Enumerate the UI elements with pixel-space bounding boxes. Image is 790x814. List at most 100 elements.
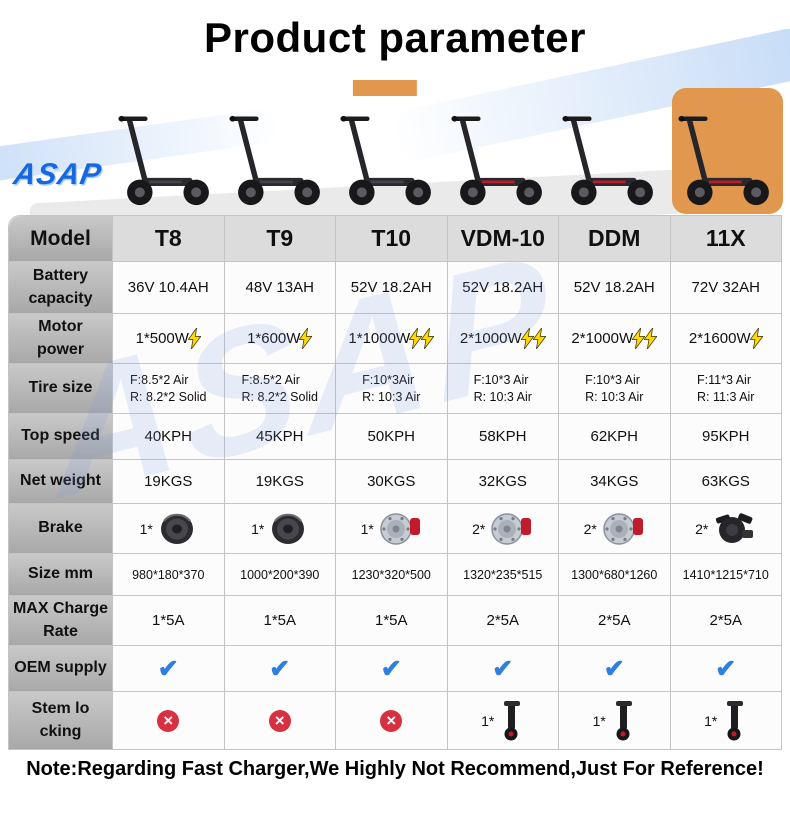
motor-power-value: 1*600W bbox=[247, 330, 301, 347]
check-icon: ✔ bbox=[603, 654, 625, 683]
row-label: MAX Charge Rate bbox=[9, 596, 113, 646]
spec-text-cell: 45KPH bbox=[224, 414, 336, 460]
spec-text-cell: 1000*200*390 bbox=[224, 554, 336, 596]
row-label-line: Rate bbox=[43, 622, 78, 640]
spec-text-cell: 40KPH bbox=[113, 414, 225, 460]
model-name-vdm-10: VDM-10 bbox=[447, 216, 559, 262]
product-image-vdm-10 bbox=[445, 74, 556, 214]
spec-stem-cell: × bbox=[336, 692, 448, 750]
count-prefix: 1* bbox=[704, 712, 718, 729]
lightning-bolt-icon bbox=[409, 328, 423, 349]
spec-text-cell: 2*5A bbox=[670, 596, 782, 646]
spec-brake-cell: 1* bbox=[113, 504, 225, 554]
row-label-line: cking bbox=[39, 722, 82, 740]
orange-highlight bbox=[352, 80, 417, 96]
motor-power-value: 2*1000W bbox=[571, 330, 634, 347]
spec-text-cell: 34KGS bbox=[559, 460, 671, 504]
drum-brake-icon bbox=[272, 513, 305, 544]
spec-check-cell: ✔ bbox=[447, 646, 559, 692]
spec-text-cell: 48V 13AH bbox=[224, 262, 336, 314]
row-label: OEM supply bbox=[9, 646, 113, 692]
spec-text-cell: 1*5A bbox=[336, 596, 448, 646]
row-label: Top speed bbox=[9, 414, 113, 460]
model-name-ddm: DDM bbox=[559, 216, 671, 262]
spec-lines-cell: F:8.5*2 Air R: 8.2*2 Solid bbox=[113, 364, 225, 414]
spec-text-cell: 1230*320*500 bbox=[336, 554, 448, 596]
count-prefix: 1* bbox=[139, 520, 153, 537]
check-icon: ✔ bbox=[269, 654, 291, 683]
spec-text-cell: 95KPH bbox=[670, 414, 782, 460]
note-text: Note:Regarding Fast Charger,We Highly No… bbox=[26, 758, 764, 780]
row-label: Tire size bbox=[9, 364, 113, 414]
spec-table: Model T8 T9 T10 VDM-10 DDM 11X Battery capacity 3… bbox=[8, 215, 782, 750]
product-image-t9 bbox=[223, 74, 334, 214]
page-title: Product parameter bbox=[204, 14, 586, 61]
spec-brake-cell: 1* bbox=[336, 504, 448, 554]
row-label-line: OEM supply bbox=[14, 659, 107, 677]
brand-logo: ASAP bbox=[11, 158, 105, 191]
count-prefix: 1* bbox=[360, 520, 374, 537]
spec-text-cell: 63KGS bbox=[670, 460, 782, 504]
row-label-line: Motor bbox=[38, 317, 83, 335]
row-label: Size mm bbox=[9, 554, 113, 596]
hydraulic-brake-icon bbox=[716, 512, 754, 543]
spec-motor-cell: 1*600W bbox=[224, 314, 336, 364]
check-icon: ✔ bbox=[157, 654, 179, 683]
spec-motor-cell: 2*1000W bbox=[559, 314, 671, 364]
row-label-line: Stem lo bbox=[31, 699, 90, 717]
row-label-line: power bbox=[36, 340, 85, 358]
spec-lines-cell: F:8.5*2 Air R: 8.2*2 Solid bbox=[224, 364, 336, 414]
lightning-bolt-icon bbox=[520, 328, 534, 349]
row-label-line: Tire size bbox=[28, 379, 93, 397]
count-prefix: 2* bbox=[472, 520, 486, 537]
row-label-line: Battery bbox=[32, 266, 89, 284]
lightning-bolt-icon bbox=[421, 328, 435, 349]
model-name-t10: T10 bbox=[336, 216, 448, 262]
scooter-illustration bbox=[339, 115, 431, 206]
spec-text-cell: 1300*680*1260 bbox=[559, 554, 671, 596]
count-prefix: 1* bbox=[481, 712, 495, 729]
lightning-bolt-icon bbox=[532, 328, 546, 349]
product-image-ddm bbox=[556, 74, 667, 214]
spec-motor-cell: 1*1000W bbox=[336, 314, 448, 364]
spec-brake-cell: 2* bbox=[559, 504, 671, 554]
spec-text-cell: 1*5A bbox=[113, 596, 225, 646]
scooter-images-row bbox=[112, 74, 788, 214]
tire-size-value: F:11*3 Air R: 11:3 Air bbox=[697, 372, 755, 404]
count-prefix: 1* bbox=[251, 520, 265, 537]
scooter-illustration bbox=[450, 115, 542, 206]
spec-text-cell: 72V 32AH bbox=[670, 262, 782, 314]
row-label: Brake bbox=[9, 504, 113, 554]
disc-brake-icon bbox=[380, 512, 420, 545]
spec-stem-cell: 1* bbox=[559, 692, 671, 750]
spec-text-cell: 52V 18.2AH bbox=[447, 262, 559, 314]
row-label: Stem lo cking bbox=[9, 692, 113, 750]
spec-text-cell: 58KPH bbox=[447, 414, 559, 460]
spec-text-cell: 52V 18.2AH bbox=[559, 262, 671, 314]
cross-icon: × bbox=[380, 709, 403, 732]
spec-text-cell: 1320*235*515 bbox=[447, 554, 559, 596]
row-label-line: MAX Charge bbox=[12, 599, 109, 617]
row-label: Battery capacity bbox=[9, 262, 113, 314]
drum-brake-icon bbox=[160, 513, 193, 544]
tire-size-value: F:10*3Air R: 10:3 Air bbox=[362, 372, 421, 404]
disc-brake-icon bbox=[603, 512, 643, 545]
check-icon: ✔ bbox=[380, 654, 402, 683]
scooter-illustration bbox=[228, 115, 320, 206]
spec-brake-cell: 2* bbox=[670, 504, 782, 554]
spec-stem-cell: 1* bbox=[447, 692, 559, 750]
scooter-illustration bbox=[117, 115, 209, 206]
row-label: Net weight bbox=[9, 460, 113, 504]
lightning-bolt-icon bbox=[187, 328, 201, 349]
model-name-t8: T8 bbox=[113, 216, 225, 262]
tire-size-value: F:10*3 Air R: 10:3 Air bbox=[473, 372, 532, 404]
spec-text-cell: 19KGS bbox=[113, 460, 225, 504]
stem-lock-icon bbox=[504, 700, 521, 740]
spec-text-cell: 1410*1215*710 bbox=[670, 554, 782, 596]
spec-lines-cell: F:10*3Air R: 10:3 Air bbox=[336, 364, 448, 414]
spec-text-cell: 1*5A bbox=[224, 596, 336, 646]
spec-check-cell: ✔ bbox=[224, 646, 336, 692]
spec-text-cell: 36V 10.4AH bbox=[113, 262, 225, 314]
model-name-11x: 11X bbox=[670, 216, 782, 262]
